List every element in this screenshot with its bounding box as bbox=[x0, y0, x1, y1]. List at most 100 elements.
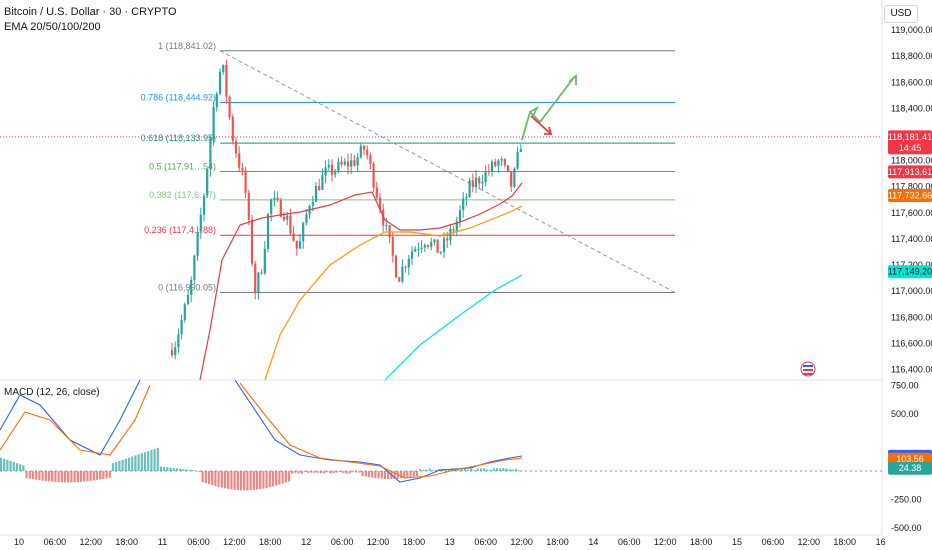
macd-histogram-bar bbox=[275, 471, 278, 486]
time-tick-label: 12:00 bbox=[654, 537, 677, 547]
candle-body bbox=[481, 182, 484, 184]
candle-body bbox=[519, 149, 522, 152]
price-tick-label: 119,000.00 bbox=[891, 25, 932, 35]
macd-histogram-bar bbox=[406, 471, 409, 478]
fib-level-label: 0.786 (118,444.92) bbox=[141, 93, 216, 103]
candle-body bbox=[327, 164, 330, 168]
candle-body bbox=[433, 239, 436, 243]
time-tick-label: 18:00 bbox=[403, 537, 426, 547]
macd-tick-label: -500.00 bbox=[891, 523, 922, 533]
price-badge-bg bbox=[888, 189, 932, 203]
macd-histogram-bar bbox=[67, 471, 70, 483]
macd-histogram-bar bbox=[255, 471, 259, 490]
macd-pane bbox=[0, 379, 882, 491]
macd-histogram-bar bbox=[28, 471, 31, 479]
candle-body bbox=[202, 195, 206, 215]
candle-body bbox=[500, 159, 503, 161]
macd-histogram-bar bbox=[518, 470, 521, 472]
macd-histogram-bar bbox=[463, 468, 467, 471]
macd-tick-label: 750.00 bbox=[891, 381, 919, 391]
candle-body bbox=[286, 215, 289, 220]
macd-histogram-bar bbox=[47, 471, 51, 482]
macd-histogram-bar bbox=[31, 471, 35, 480]
macd-histogram-bar bbox=[118, 460, 121, 471]
candle-body bbox=[263, 248, 266, 274]
macd-badge-bg bbox=[888, 461, 932, 475]
candle-body bbox=[186, 294, 190, 305]
candle-body bbox=[417, 248, 420, 250]
macd-histogram-bar bbox=[44, 471, 47, 482]
candle-body bbox=[372, 163, 375, 188]
candle-body bbox=[298, 241, 302, 249]
time-tick-label: 11 bbox=[158, 537, 167, 547]
event-flag-stripe bbox=[803, 373, 813, 375]
macd-histogram-bar bbox=[310, 471, 313, 473]
macd-histogram-bar bbox=[335, 471, 339, 473]
macd-histogram-bar bbox=[505, 468, 508, 471]
macd-histogram-bar bbox=[444, 470, 447, 472]
time-tick-label: 15 bbox=[732, 537, 742, 547]
currency-button[interactable]: USD bbox=[884, 5, 918, 23]
candle-body bbox=[247, 192, 250, 220]
macd-histogram-bar bbox=[371, 471, 374, 478]
candle-body bbox=[516, 151, 519, 169]
candle-body bbox=[446, 238, 449, 241]
candle-body bbox=[238, 153, 241, 168]
candle-body bbox=[436, 239, 439, 253]
event-flag-stripe bbox=[803, 365, 813, 367]
macd-histogram-bar bbox=[332, 471, 335, 473]
macd-histogram-bar bbox=[460, 468, 463, 471]
event-flag-stripe bbox=[803, 369, 813, 371]
candle-body bbox=[177, 334, 180, 348]
candle-body bbox=[231, 117, 234, 142]
macd-histogram-bar bbox=[489, 469, 492, 471]
macd-histogram-bar bbox=[361, 471, 364, 477]
fibonacci-retracement[interactable]: 1 (118,841.02) 0.786 (118,444.92) 0.618 (1… bbox=[0, 41, 882, 294]
candle-body bbox=[340, 161, 343, 165]
candle-body bbox=[474, 177, 478, 187]
candle-body bbox=[420, 247, 423, 249]
candle-body bbox=[244, 170, 247, 193]
macd-histogram-bar bbox=[380, 471, 383, 479]
candle-body bbox=[279, 200, 282, 217]
candle-body bbox=[388, 225, 391, 238]
price-tick-label: 117,600.00 bbox=[891, 208, 932, 218]
macd-histogram-bar bbox=[502, 468, 505, 471]
macd-histogram-bar bbox=[76, 471, 79, 483]
macd-histogram-bar bbox=[156, 447, 159, 471]
candle-body bbox=[404, 266, 407, 268]
macd-histogram-bar bbox=[38, 471, 41, 481]
macd-badge: 24.38 bbox=[899, 463, 922, 473]
macd-histogram-bar bbox=[73, 471, 76, 483]
macd-histogram-bar bbox=[15, 463, 19, 471]
price-badge-bg bbox=[888, 265, 932, 279]
time-tick-label: 06:00 bbox=[474, 537, 497, 547]
macd-histogram-bar bbox=[268, 471, 271, 488]
macd-histogram-bar bbox=[169, 467, 172, 471]
macd-tick-label: 500.00 bbox=[891, 409, 919, 419]
macd-histogram-bar bbox=[57, 471, 60, 483]
macd-histogram-bar bbox=[307, 471, 310, 473]
macd-histogram-bar bbox=[102, 471, 105, 479]
macd-histogram-bar bbox=[195, 470, 198, 472]
time-tick-label: 18:00 bbox=[115, 537, 138, 547]
macd-histogram-bar bbox=[252, 471, 255, 490]
macd-histogram-bar bbox=[313, 471, 316, 473]
time-tick-label: 12:00 bbox=[367, 537, 390, 547]
candle-body bbox=[468, 180, 471, 198]
macd-histogram-bar bbox=[111, 463, 115, 471]
candle-body bbox=[414, 249, 417, 252]
candle-body bbox=[330, 164, 334, 175]
time-tick-label: 12 bbox=[301, 537, 311, 547]
projection-up-path bbox=[521, 75, 576, 141]
macd-histogram-bar bbox=[223, 471, 227, 489]
price-tick-label: 116,800.00 bbox=[891, 312, 932, 322]
macd-histogram-bar bbox=[476, 468, 479, 471]
macd-histogram-bar bbox=[51, 471, 54, 482]
macd-histogram-bar bbox=[9, 460, 12, 471]
macd-histogram-bar bbox=[495, 468, 499, 471]
candle-body bbox=[394, 255, 398, 278]
macd-histogram-bar bbox=[12, 462, 15, 471]
macd-histogram-bar bbox=[159, 466, 163, 471]
